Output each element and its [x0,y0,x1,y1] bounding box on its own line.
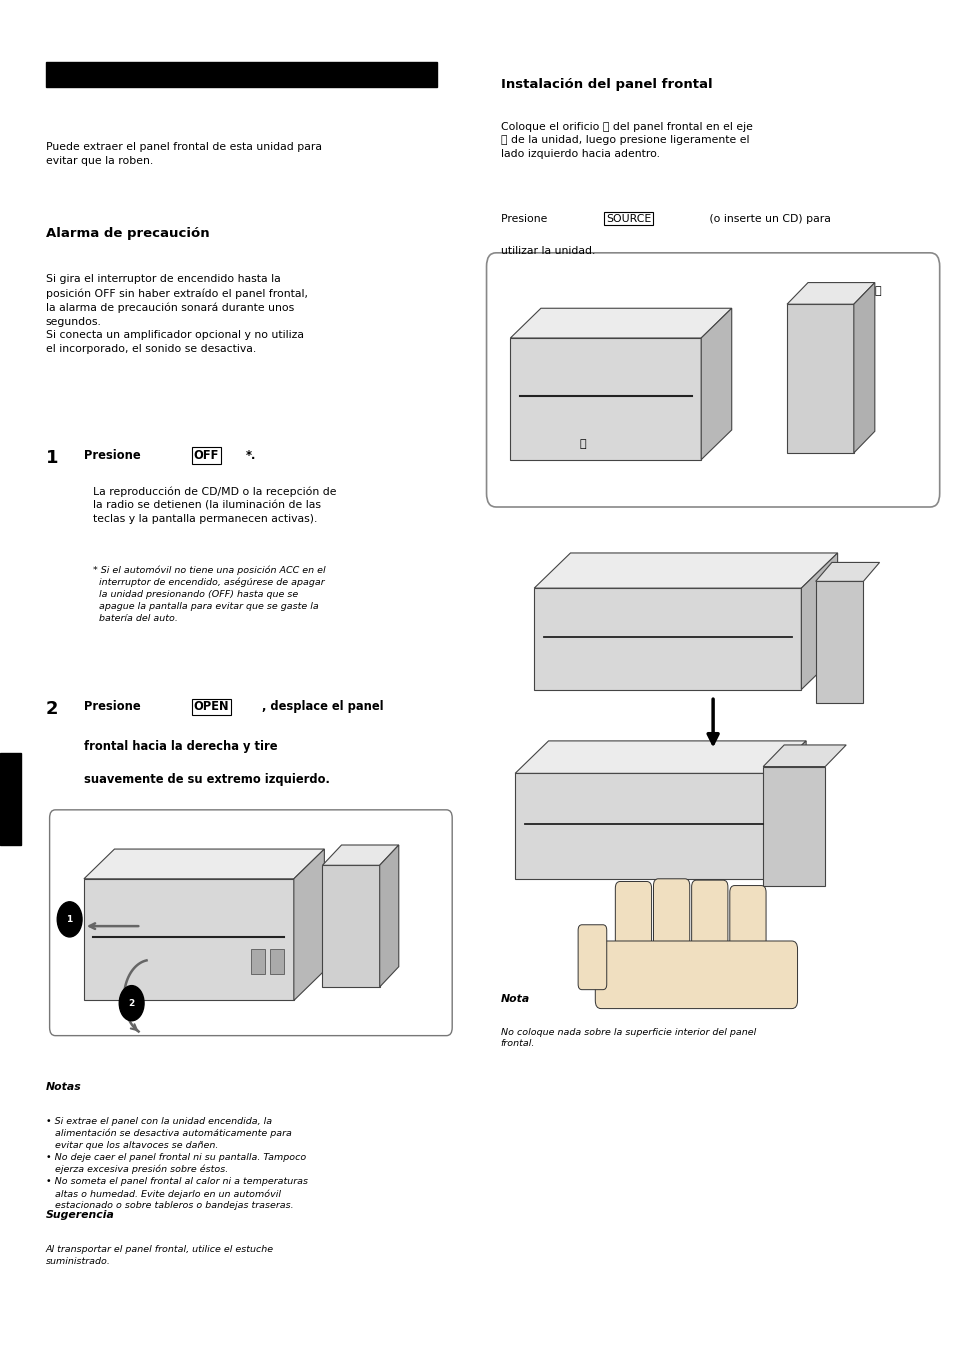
Text: Presione: Presione [500,214,550,223]
Bar [251,949,265,973]
Text: SOURCE: SOURCE [605,214,650,223]
Polygon shape [853,283,874,453]
Text: utilizar la unidad.: utilizar la unidad. [500,246,595,256]
Bar [322,865,379,987]
Polygon shape [772,741,805,879]
Bar [0,753,21,845]
Bar [510,338,700,460]
Bar [84,879,294,1000]
Polygon shape [515,741,805,773]
Text: Alarma de precaución: Alarma de precaución [46,227,210,241]
Bar [515,773,772,879]
Text: Presione: Presione [84,700,145,714]
Polygon shape [84,849,324,879]
Text: , desplace el panel: , desplace el panel [262,700,383,714]
Polygon shape [379,845,398,987]
Text: 1: 1 [67,915,72,923]
Text: *.: *. [246,449,256,462]
Text: Al transportar el panel frontal, utilice el estuche
suministrado.: Al transportar el panel frontal, utilice… [46,1245,274,1265]
Text: (o inserte un CD) para: (o inserte un CD) para [705,214,830,223]
Text: OFF: OFF [193,449,219,462]
Text: frontal hacia la derecha y tire: frontal hacia la derecha y tire [84,740,277,753]
Bar [270,949,284,973]
Text: Si gira el interruptor de encendido hasta la
posición OFF sin haber extraído el : Si gira el interruptor de encendido hast… [46,274,308,354]
Circle shape [57,902,82,937]
Text: Nota: Nota [500,994,530,1003]
Bar [534,588,801,690]
Polygon shape [815,562,879,581]
Text: Notas: Notas [46,1082,81,1091]
Bar [46,62,436,87]
Polygon shape [786,283,874,304]
Text: OPEN: OPEN [193,700,229,714]
Text: Coloque el orificio Ⓐ del panel frontal en el eje
Ⓑ de la unidad, luego presione: Coloque el orificio Ⓐ del panel frontal … [500,122,752,160]
Polygon shape [801,553,837,690]
Text: suavemente de su extremo izquierdo.: suavemente de su extremo izquierdo. [84,773,330,787]
Bar [786,304,853,453]
Text: Ⓐ: Ⓐ [874,285,880,296]
Bar [815,581,862,703]
Polygon shape [510,308,731,338]
Text: Puede extraer el panel frontal de esta unidad para
evitar que la roben.: Puede extraer el panel frontal de esta u… [46,142,321,165]
FancyBboxPatch shape [653,879,689,973]
Text: 1: 1 [46,449,58,466]
Polygon shape [534,553,837,588]
FancyBboxPatch shape [578,925,606,990]
Text: Presione: Presione [84,449,145,462]
FancyBboxPatch shape [615,882,651,969]
Text: Instalación del panel frontal: Instalación del panel frontal [500,78,712,92]
Polygon shape [762,745,845,767]
Text: 2: 2 [46,700,58,718]
FancyBboxPatch shape [486,253,939,507]
Text: 2: 2 [129,999,134,1007]
FancyBboxPatch shape [50,810,452,1036]
Text: No coloque nada sobre la superficie interior del panel
frontal.: No coloque nada sobre la superficie inte… [500,1028,756,1048]
Bar [762,767,824,886]
Circle shape [119,986,144,1021]
FancyBboxPatch shape [595,941,797,1009]
Text: Sugerencia: Sugerencia [46,1210,114,1220]
Text: • Si extrae el panel con la unidad encendida, la
   alimentación se desactiva au: • Si extrae el panel con la unidad encen… [46,1117,308,1210]
FancyBboxPatch shape [729,886,765,964]
Polygon shape [322,845,398,865]
Text: * Si el automóvil no tiene una posición ACC en el
  interruptor de encendido, as: * Si el automóvil no tiene una posición … [93,565,326,622]
Text: La reproducción de CD/MD o la recepción de
la radio se detienen (la iluminación : La reproducción de CD/MD o la recepción … [93,487,336,525]
Text: Ⓑ: Ⓑ [579,439,585,449]
FancyBboxPatch shape [691,880,727,971]
Polygon shape [294,849,324,1000]
Polygon shape [700,308,731,460]
